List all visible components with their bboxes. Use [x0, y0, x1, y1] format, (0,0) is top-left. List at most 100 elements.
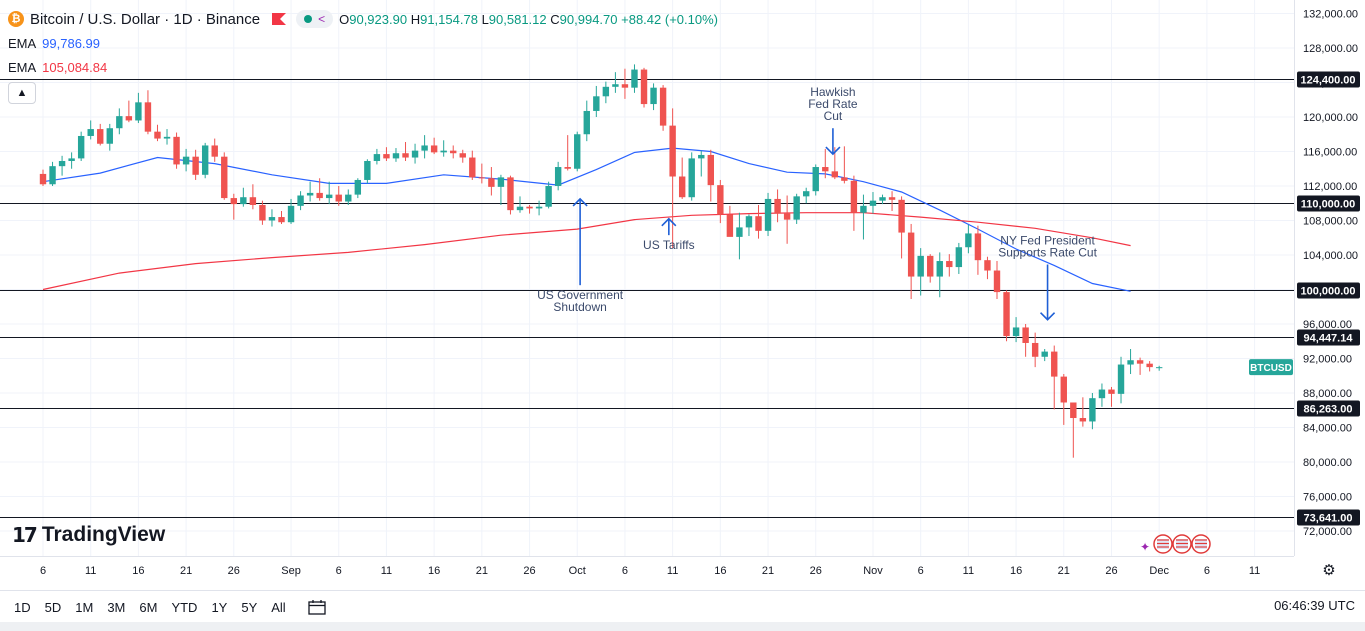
candle-body [354, 179, 362, 195]
candle-body [1041, 351, 1048, 357]
candle [545, 181, 552, 209]
candle-body [583, 110, 590, 135]
time-tick-label: Oct [569, 565, 586, 577]
candle-body [631, 69, 638, 88]
timeframe-1y[interactable]: 1Y [211, 599, 228, 615]
ema-200-line [42, 212, 1131, 291]
timeframe-5y[interactable]: 5Y [241, 599, 258, 615]
candle-body [717, 185, 724, 215]
candle [955, 242, 963, 274]
candle-body [268, 217, 276, 221]
candle-body [879, 197, 886, 201]
ema-200-legend[interactable]: EMA 105,084.84 [8, 60, 108, 75]
candle [612, 72, 619, 93]
candle [1117, 356, 1125, 404]
tradingview-wordmark: TradingView [41, 523, 166, 546]
candle-body [860, 205, 867, 213]
candle-body [326, 194, 333, 199]
ohlc-readout: O90,923.90 H91,154.78 L90,581.12 C90,994… [339, 11, 718, 27]
candle-body [421, 145, 428, 151]
candle-body [564, 167, 571, 169]
price-tick-label: 108,000.00 [1303, 216, 1358, 228]
annotation-arrow-head [1039, 312, 1056, 321]
candle-body [411, 150, 419, 158]
last-price-badge [1249, 359, 1293, 376]
candle [1079, 397, 1087, 427]
candle-body [211, 145, 218, 157]
candle-body [593, 96, 600, 111]
candle-body [917, 255, 924, 277]
annotation-label: Supports Rate Cut [998, 245, 1097, 259]
candle-body [182, 156, 190, 165]
candle [316, 178, 323, 201]
candle-body [1031, 342, 1039, 357]
timeframe-ytd[interactable]: YTD [171, 599, 198, 615]
candle [77, 131, 85, 161]
time-tick-label: 16 [428, 565, 440, 577]
candle-body [936, 261, 943, 277]
candle-body [678, 176, 686, 198]
candle [984, 256, 991, 280]
candle-body [1089, 398, 1096, 422]
candle [459, 149, 466, 163]
candle [888, 191, 896, 212]
candle-body [764, 198, 772, 231]
timeframe-3m[interactable]: 3M [107, 599, 126, 615]
candle-body [507, 177, 514, 211]
ema-50-legend[interactable]: EMA 99,786.99 [8, 36, 101, 51]
candle [755, 204, 762, 239]
timeframe-1m[interactable]: 1M [75, 599, 94, 615]
candle-body [459, 153, 466, 158]
market-status-pill[interactable]: < [296, 10, 334, 28]
calendar-icon[interactable] [308, 599, 326, 615]
candle-body [822, 167, 829, 172]
candle [764, 192, 772, 237]
timeframe-5d[interactable]: 5D [44, 599, 62, 615]
annotation-label: Cut [824, 109, 843, 123]
timeframe-6m[interactable]: 6M [139, 599, 158, 615]
candle [402, 142, 409, 161]
candle [1022, 324, 1029, 357]
price-chart[interactable]: 72,000.00 76,000.00 80,000.00 84,000.00 88,0… [0, 0, 1365, 590]
candle-body [659, 87, 667, 126]
collapse-legend-button[interactable]: ▲ [8, 82, 36, 104]
candle [927, 254, 934, 283]
level-price-label: 94,447.14 [1304, 333, 1354, 345]
candle [516, 196, 524, 213]
candle [621, 68, 629, 99]
timeframe-1d[interactable]: 1D [14, 599, 31, 615]
time-tick-label: 21 [1058, 565, 1070, 577]
candle [221, 152, 228, 200]
gear-icon[interactable]: ⚙ [1322, 562, 1336, 579]
candle-body [621, 84, 629, 88]
price-tick-label: 84,000.00 [1303, 423, 1352, 435]
candle-body [287, 205, 295, 223]
candle [678, 157, 686, 199]
symbol-title[interactable]: Bitcoin / U.S. Dollar · 1D · Binance [30, 10, 261, 28]
candle [192, 149, 199, 180]
timeframe-all[interactable]: All [271, 599, 286, 615]
time-tick-label: 11 [85, 565, 96, 577]
candle [736, 212, 743, 260]
candle-body [240, 197, 247, 205]
candle [1060, 374, 1067, 425]
candle-body [812, 167, 819, 192]
candle [726, 205, 734, 237]
candle-body [850, 180, 858, 213]
utc-clock[interactable]: 06:46:39 UTC [1274, 598, 1355, 613]
candle [631, 64, 638, 93]
candle [574, 131, 581, 172]
candle-body [1117, 364, 1125, 394]
time-tick-label: 26 [523, 565, 535, 577]
price-tick-label: 116,000.00 [1303, 147, 1357, 159]
candle-body [554, 167, 562, 186]
candle [297, 191, 304, 211]
candle [812, 164, 819, 196]
candle-body [77, 135, 85, 159]
annotation-arrow-head [572, 197, 588, 207]
flag-icon[interactable] [272, 13, 287, 25]
ema-50-value: 99,786.99 [42, 36, 101, 51]
candle [469, 150, 476, 180]
candle [1108, 386, 1115, 407]
